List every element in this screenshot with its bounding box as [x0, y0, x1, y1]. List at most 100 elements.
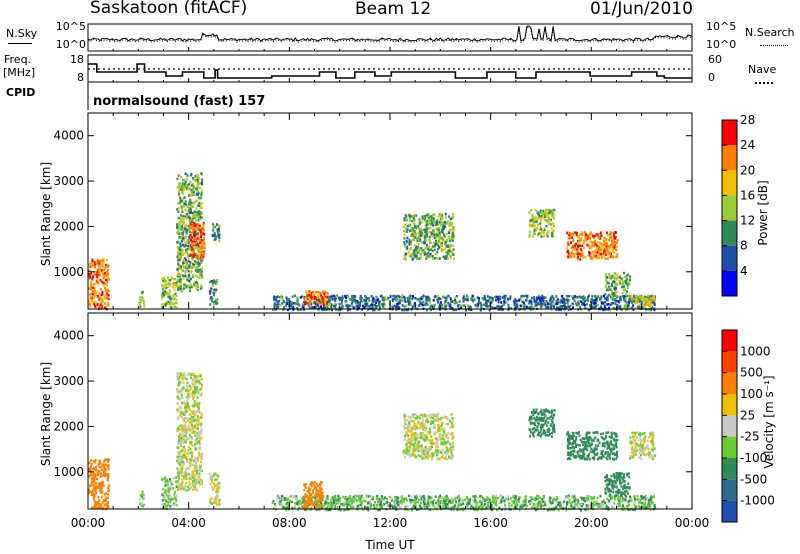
- echo-cell: [604, 300, 607, 304]
- echo-cell: [447, 249, 450, 252]
- echo-cell: [200, 464, 203, 467]
- echo-cell: [173, 283, 176, 286]
- echo-cell: [604, 253, 607, 256]
- echo-cell: [612, 294, 615, 298]
- echo-cell: [191, 482, 194, 486]
- echo-cell: [185, 264, 188, 267]
- echo-cell: [413, 233, 416, 236]
- echo-cell: [429, 252, 432, 256]
- echo-cell: [501, 304, 504, 308]
- echo-cell: [195, 439, 198, 443]
- echo-cell: [420, 249, 423, 252]
- echo-cell: [430, 241, 433, 245]
- echo-cell: [181, 378, 184, 382]
- echo-cell: [618, 276, 621, 279]
- echo-cell: [162, 285, 165, 288]
- echo-cell: [540, 227, 543, 231]
- echo-cell: [591, 301, 593, 304]
- echo-cell: [181, 396, 184, 400]
- echo-cell: [518, 508, 521, 512]
- echo-cell: [218, 239, 221, 243]
- echo-cell: [191, 274, 194, 277]
- echo-cell: [190, 440, 193, 444]
- echo-cell: [196, 215, 199, 218]
- echo-cell: [278, 496, 281, 500]
- echo-cell: [397, 300, 400, 304]
- echo-cell: [428, 502, 430, 505]
- echo-cell: [476, 302, 478, 306]
- echo-cell: [177, 229, 180, 233]
- echo-cell: [407, 302, 410, 306]
- echo-cell: [89, 485, 91, 488]
- echo-cell: [584, 233, 587, 236]
- echo-cell: [418, 227, 421, 230]
- echo-cell: [342, 495, 345, 499]
- echo-cell: [196, 415, 199, 418]
- echo-cell: [190, 373, 193, 376]
- echo-cell: [595, 503, 598, 506]
- echo-cell: [577, 255, 580, 259]
- echo-cell: [546, 235, 549, 238]
- echo-cell: [194, 381, 197, 384]
- echo-cell: [507, 308, 510, 311]
- echo-cell: [339, 508, 342, 512]
- echo-cell: [92, 467, 95, 470]
- echo-cell: [191, 470, 194, 473]
- echo-cell: [94, 306, 97, 310]
- echo-cell: [406, 308, 409, 312]
- echo-cell: [94, 271, 97, 275]
- echo-cell: [471, 299, 474, 302]
- echo-cell: [197, 264, 200, 268]
- echo-cell: [200, 216, 203, 219]
- echo-cell: [167, 497, 170, 500]
- echo-cell: [545, 215, 548, 218]
- echo-cell: [191, 248, 194, 251]
- echo-cell: [301, 304, 304, 308]
- echo-cell: [437, 501, 440, 505]
- echo-cell: [451, 232, 454, 235]
- echo-cell: [213, 473, 215, 476]
- echo-cell: [457, 304, 460, 307]
- echo-cell: [184, 227, 187, 231]
- echo-cell: [281, 302, 284, 305]
- echo-cell: [594, 254, 597, 258]
- echo-cell: [90, 472, 93, 475]
- echo-cell: [343, 503, 346, 507]
- echo-cell: [552, 212, 555, 216]
- echo-cell: [619, 295, 622, 299]
- echo-cell: [200, 431, 202, 434]
- echo-cell: [607, 247, 610, 250]
- echo-cell: [444, 304, 446, 307]
- echo-cell: [635, 300, 638, 303]
- echo-cell: [276, 300, 279, 304]
- echo-cell: [368, 299, 371, 302]
- echo-cell: [178, 278, 181, 281]
- echo-cell: [570, 504, 573, 507]
- echo-cell: [579, 305, 582, 309]
- echo-cell: [623, 288, 625, 292]
- echo-cell: [569, 255, 572, 259]
- echo-cell: [187, 259, 190, 263]
- echo-cell: [184, 476, 186, 479]
- echo-cell: [573, 299, 576, 303]
- echo-cell: [275, 296, 278, 299]
- echo-cell: [178, 273, 181, 276]
- echo-cell: [199, 447, 202, 450]
- echo-cell: [200, 182, 203, 185]
- echo-cell: [588, 246, 591, 250]
- echo-cell: [181, 216, 184, 220]
- echo-cell: [525, 299, 527, 302]
- echo-cell: [143, 302, 146, 306]
- echo-cell: [444, 240, 447, 244]
- echo-cell: [178, 227, 180, 231]
- echo-cell: [193, 212, 196, 216]
- echo-cell: [180, 458, 183, 462]
- echo-cell: [486, 498, 488, 501]
- echo-cell: [411, 297, 414, 301]
- echo-cell: [276, 305, 279, 308]
- echo-cell: [189, 462, 192, 466]
- echo-cell: [445, 296, 448, 300]
- echo-cell: [197, 451, 200, 454]
- echo-cell: [101, 501, 104, 504]
- echo-cell: [200, 273, 203, 276]
